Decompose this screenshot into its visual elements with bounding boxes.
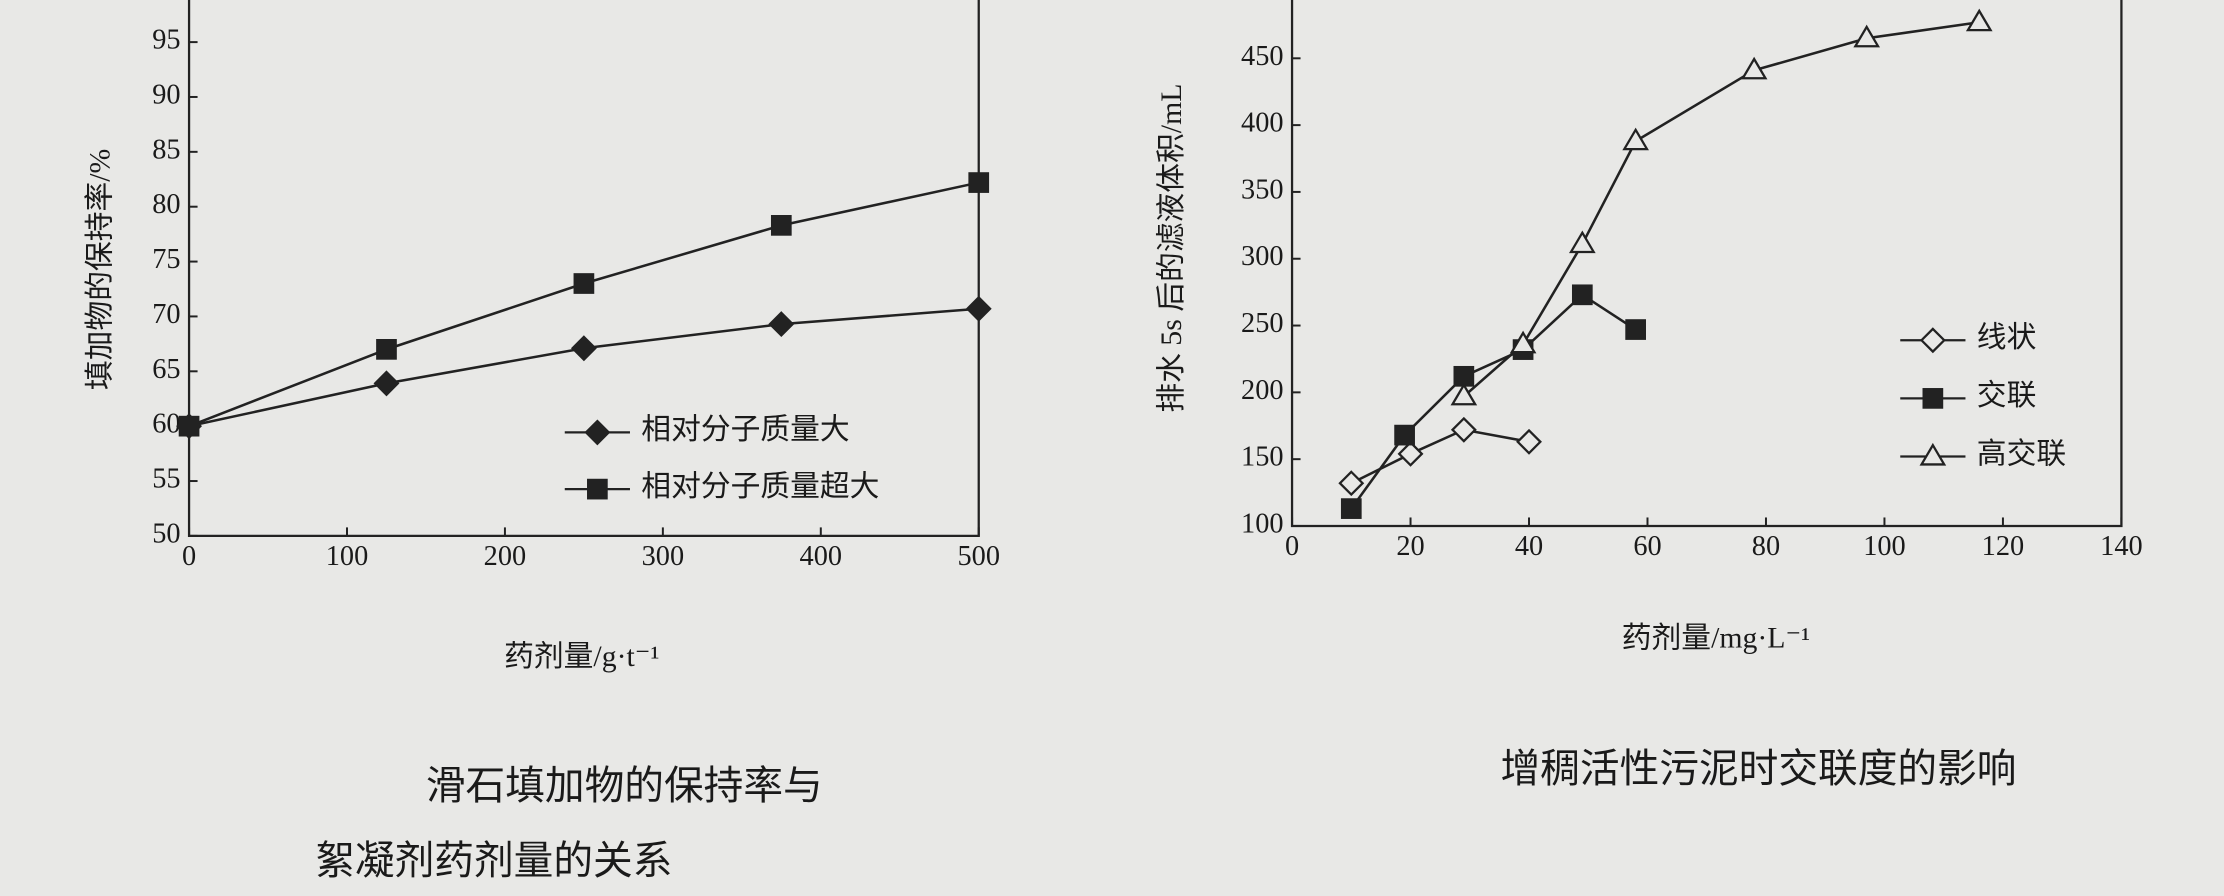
marker [376,339,397,360]
y-tick-label: 350 [1241,174,1284,205]
y-tick-label: 50 [152,518,180,549]
legend-marker [584,419,611,446]
y-tick-label: 70 [152,299,180,330]
caption: 滑石填加物的保持率与 [426,764,823,808]
marker [1340,498,1362,519]
y-tick-label: 450 [1241,41,1284,72]
marker [965,295,992,322]
plot-frame [187,0,980,538]
legend-label: 相对分子质量超大 [641,470,879,503]
y-tick-label: 60 [152,409,180,440]
x-tick-label: 40 [1515,531,1543,562]
marker [1450,416,1477,443]
y-tick-label: 250 [1241,308,1284,339]
marker [1571,284,1593,306]
y-tick-label: 75 [152,244,180,275]
y-tick-label: 150 [1241,442,1284,473]
y-tick-label: 95 [152,25,180,56]
marker [573,273,595,294]
x-tick-label: 120 [1982,531,2025,562]
marker [570,335,597,362]
x-tick-label: 300 [642,541,685,572]
x-tick-label: 200 [484,541,527,572]
marker [1625,319,1646,340]
y-tick-label: 200 [1241,375,1284,406]
x-tick-label: 60 [1633,531,1661,562]
x-tick-label: 100 [326,541,369,572]
y-tick-label: 55 [152,464,180,495]
y-tick-label: 500 [1241,0,1284,5]
marker [770,215,792,236]
legend-marker [1919,442,1947,466]
legend-label: 交联 [1977,379,2037,412]
x-tick-label: 20 [1396,531,1424,562]
legend-marker [587,478,608,500]
marker [1450,382,1478,406]
legend-label: 高交联 [1977,437,2066,470]
x-tick-label: 80 [1752,531,1780,562]
marker [1338,470,1365,497]
marker [1853,24,1881,48]
y-tick-label: 80 [152,189,180,220]
x-axis-label: 药剂量/g·t⁻¹ [504,640,659,673]
marker [1397,440,1424,467]
y-tick-label: 100 [138,0,181,1]
y-tick-label: 300 [1241,241,1284,272]
caption: 絮凝剂药剂量的关系 [315,839,672,883]
marker [1740,56,1768,80]
x-axis-label: 药剂量/mg·L⁻¹ [1622,622,1810,655]
x-tick-label: 140 [2100,531,2143,562]
marker [1622,127,1649,151]
legend-marker [1922,388,1944,409]
marker [1453,365,1475,387]
x-tick-label: 100 [1863,531,1906,562]
x-tick-label: 0 [1285,531,1299,562]
caption: 增稠活性污泥时交联度的影响 [1501,747,2017,791]
x-tick-label: 400 [800,541,843,572]
y-tick-label: 65 [152,354,180,385]
x-tick-label: 0 [182,541,196,572]
marker [1394,424,1415,446]
y-tick-label: 85 [152,134,180,165]
marker [968,172,990,193]
legend-marker [1919,327,1946,354]
y-axis-label: 填加物的保持率/% [83,149,116,390]
legend-label: 相对分子质量大 [641,413,849,446]
plot-frame [1290,0,2123,528]
marker [1516,428,1542,455]
marker [373,370,400,397]
y-tick-label: 100 [1241,508,1284,539]
y-tick-label: 400 [1241,108,1284,139]
marker [1569,230,1596,254]
marker [1509,330,1537,354]
marker [1965,8,1993,32]
y-axis-label: 排水 5s 后的滤液体积/mL [1155,84,1188,413]
marker [178,415,200,437]
marker [768,311,795,338]
legend-label: 线状 [1977,321,2037,354]
x-tick-label: 500 [957,541,1000,572]
y-tick-label: 90 [152,79,180,110]
